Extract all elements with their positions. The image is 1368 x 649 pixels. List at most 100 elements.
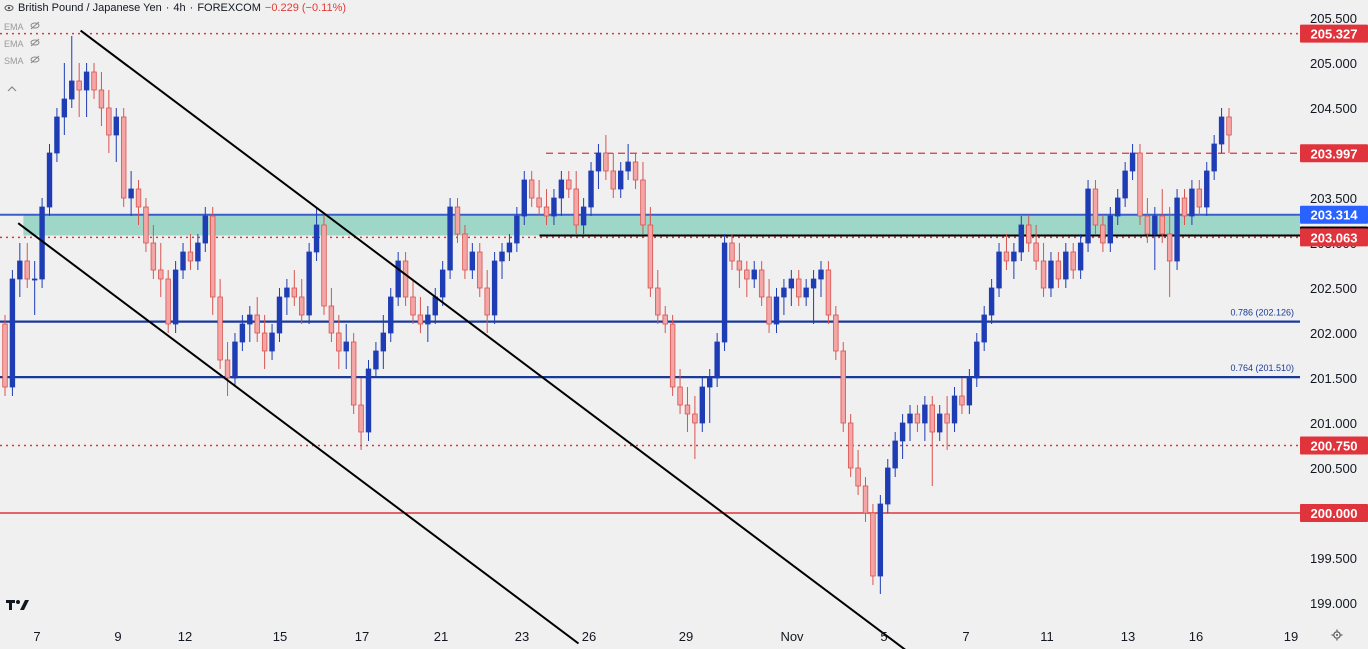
- time-axis-tick: 11: [1040, 629, 1054, 644]
- indicator-row[interactable]: EMA: [4, 35, 40, 52]
- timeframe[interactable]: 4h: [173, 2, 186, 14]
- time-axis-tick: 21: [434, 629, 448, 644]
- candle-body: [276, 296, 283, 334]
- price-badge-label: 203.997: [1311, 146, 1358, 161]
- candle-body: [439, 269, 446, 298]
- exchange: FOREXCOM: [197, 2, 261, 14]
- candle-body: [447, 206, 453, 271]
- indicator-row[interactable]: EMA: [4, 18, 40, 35]
- candle-body: [373, 350, 379, 370]
- candle-body: [1033, 242, 1039, 262]
- candle-body: [1196, 188, 1203, 208]
- candle-body: [150, 242, 157, 271]
- candle-body: [1085, 188, 1091, 244]
- time-axis-tick: Nov: [780, 629, 804, 644]
- candle-body: [788, 278, 795, 289]
- candle-body: [9, 278, 16, 388]
- candle-body: [1152, 215, 1158, 235]
- gear-icon[interactable]: [1331, 629, 1343, 644]
- candle-body: [803, 287, 809, 298]
- candle-body: [506, 242, 513, 253]
- candle-body: [892, 440, 898, 469]
- candle-body: [810, 278, 817, 289]
- candle-body: [24, 260, 30, 280]
- candle-body: [395, 260, 401, 298]
- time-axis-tick: 5: [880, 629, 887, 644]
- price-axis-tick: 199.000: [1310, 596, 1357, 611]
- candle-body: [714, 341, 720, 379]
- candle-body: [239, 323, 246, 343]
- candle-body: [707, 377, 713, 388]
- candle-body: [380, 332, 387, 352]
- candle-body: [758, 269, 765, 298]
- candle-body: [106, 107, 112, 136]
- candle-body: [721, 242, 728, 343]
- candle-body: [1107, 215, 1114, 244]
- time-axis-tick: 7: [962, 629, 969, 644]
- candle-body: [1092, 188, 1099, 226]
- candle-body: [462, 233, 468, 271]
- price-badge: [1300, 144, 1368, 163]
- price-change: −0.229 (−0.11%): [264, 2, 347, 14]
- time-axis-tick: 7: [33, 629, 40, 644]
- time-axis-tick: 12: [178, 629, 192, 644]
- candle-body: [1166, 233, 1173, 262]
- candle-body: [17, 260, 23, 280]
- indicator-list: EMA EMA SMA: [4, 18, 40, 69]
- candle-body: [1077, 242, 1084, 271]
- indicator-label: EMA: [4, 21, 24, 32]
- candle-body: [566, 179, 572, 190]
- eye-icon[interactable]: [4, 3, 14, 13]
- candle-body: [862, 485, 869, 514]
- candle-body: [469, 251, 476, 271]
- candle-body: [1011, 251, 1017, 262]
- candle-body: [1115, 197, 1121, 217]
- candle-body: [781, 287, 787, 298]
- hidden-eye-icon[interactable]: [30, 21, 40, 32]
- tradingview-logo-icon[interactable]: [6, 598, 30, 616]
- hidden-eye-icon[interactable]: [30, 38, 40, 49]
- symbol-name[interactable]: British Pound / Japanese Yen: [18, 2, 162, 14]
- candle-body: [217, 296, 223, 361]
- time-axis-tick: 16: [1189, 629, 1203, 644]
- indicator-row[interactable]: SMA: [4, 52, 40, 69]
- candle-body: [1063, 251, 1069, 280]
- candle-body: [195, 242, 201, 262]
- candle-body: [981, 314, 987, 343]
- candle-body: [491, 260, 498, 316]
- price-axis-tick: 203.500: [1310, 191, 1357, 206]
- candle-body: [321, 224, 327, 307]
- candle-body: [1048, 260, 1054, 289]
- price-badge: [1300, 24, 1368, 43]
- candle-body: [662, 314, 668, 325]
- candle-body: [432, 296, 438, 316]
- candle-body: [1226, 116, 1232, 136]
- candle-body: [974, 341, 980, 379]
- candle-body: [158, 269, 164, 280]
- candle-body: [573, 188, 579, 226]
- candle-body: [699, 386, 706, 424]
- time-axis-tick: 13: [1121, 629, 1135, 644]
- candle-body: [870, 512, 876, 577]
- price-axis-tick: 201.500: [1310, 371, 1357, 386]
- hidden-eye-icon[interactable]: [30, 55, 40, 66]
- candle-body: [751, 269, 757, 280]
- indicator-label: SMA: [4, 55, 24, 66]
- candle-body: [31, 278, 38, 281]
- candle-body: [187, 251, 194, 262]
- candle-body: [69, 80, 75, 100]
- candle-body: [410, 296, 416, 316]
- price-axis-tick: 204.500: [1310, 101, 1357, 116]
- candle-body: [536, 197, 542, 208]
- candle-body: [425, 314, 431, 325]
- chevron-up-icon[interactable]: [6, 80, 20, 92]
- candle-body: [521, 179, 527, 217]
- candle-body: [632, 161, 639, 181]
- support-zone: [23, 214, 1300, 236]
- candle-body: [210, 215, 216, 298]
- candle-body: [558, 179, 565, 199]
- price-badge-label: 203.063: [1311, 230, 1358, 245]
